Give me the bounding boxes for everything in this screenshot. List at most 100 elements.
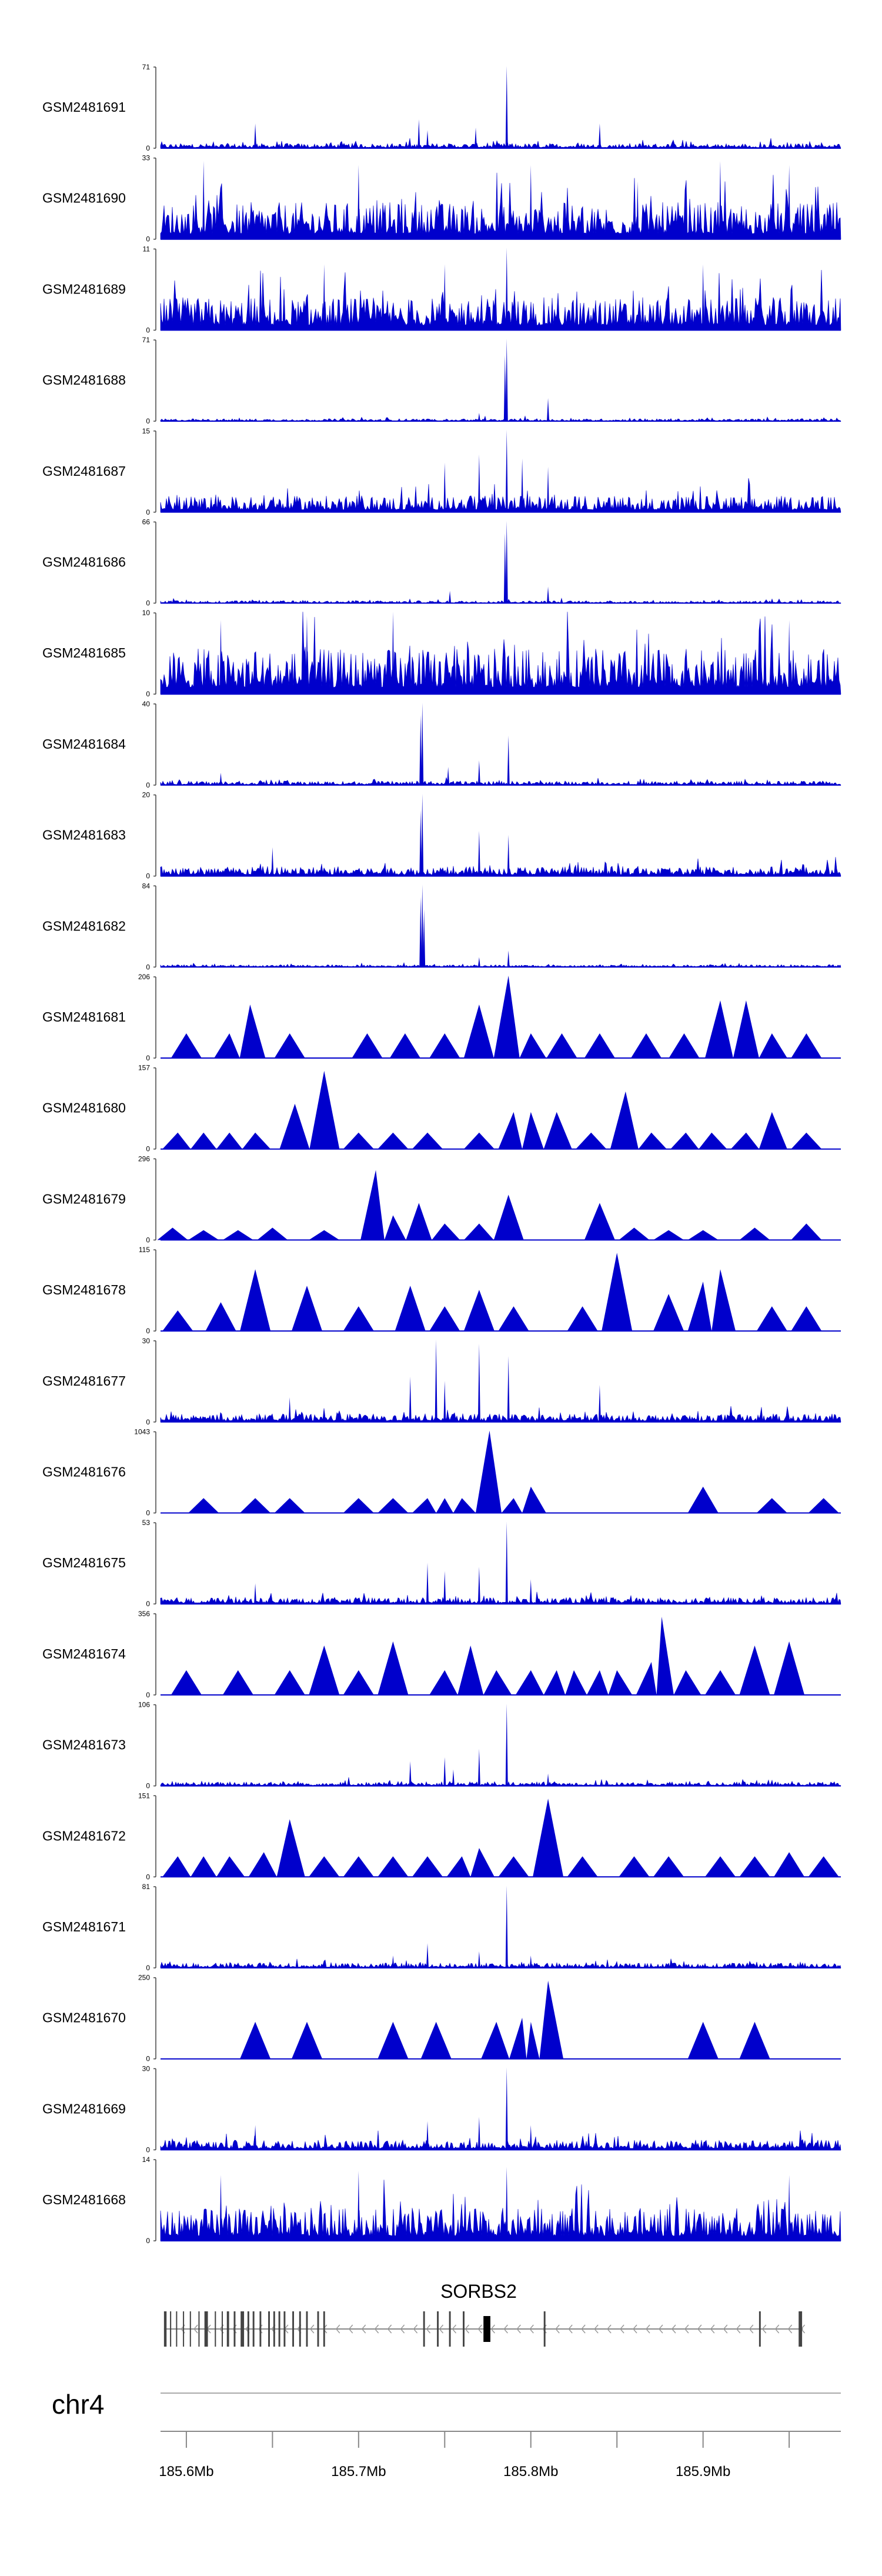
strand-arrow	[671, 2324, 676, 2334]
coverage-track: GSM2481690 33 0	[42, 154, 841, 243]
coverage-peak	[421, 702, 424, 785]
coverage-peak	[547, 586, 550, 603]
y-min-label: 0	[146, 1600, 150, 1608]
coverage-track: GSM2481678 115 0	[42, 1246, 841, 1335]
coverage-area	[160, 478, 841, 513]
track-name-label: GSM2481674	[42, 1646, 126, 1661]
coverage-area	[160, 172, 841, 239]
y-max-label: 84	[142, 882, 151, 890]
coverage-peak	[503, 533, 506, 603]
strand-arrow	[736, 2324, 741, 2334]
strand-arrow	[620, 2324, 624, 2334]
gene-exon	[252, 2311, 255, 2347]
strand-arrow	[465, 2324, 470, 2334]
strand-arrow	[503, 2324, 508, 2334]
coverage-area	[160, 1406, 841, 1423]
coverage-peak	[305, 616, 308, 695]
coverage-peak	[426, 130, 429, 148]
coverage-tracks: GSM2481691710GSM2481690330GSM2481689110G…	[42, 63, 841, 2245]
y-max-label: 1043	[134, 1428, 150, 1436]
coverage-peak	[507, 1356, 510, 1422]
coverage-track: GSM2481683 20 0	[42, 791, 841, 880]
coverage-peak	[477, 957, 480, 967]
coverage-area	[160, 598, 841, 603]
coverage-area	[188, 1430, 839, 1513]
track-name-label: GSM2481686	[42, 555, 126, 570]
coverage-track: GSM2481691 71 0	[42, 63, 841, 152]
track-name-label: GSM2481680	[42, 1100, 126, 1116]
gene-exon	[198, 2311, 200, 2347]
strand-arrow	[594, 2324, 599, 2334]
gene-exon	[323, 2311, 325, 2347]
y-max-label: 115	[139, 1246, 150, 1254]
track-name-label: GSM2481679	[42, 1191, 126, 1206]
coverage-peak	[701, 264, 704, 331]
y-min-label: 0	[146, 690, 150, 698]
y-min-label: 0	[146, 235, 150, 243]
track-name-label: GSM2481678	[42, 1282, 126, 1297]
track-name-label: GSM2481691	[42, 99, 126, 115]
coverage-peak	[529, 2125, 532, 2150]
coverage-peak	[521, 458, 524, 512]
axis-tick-label: 185.8Mb	[503, 2464, 558, 2480]
y-min-label: 0	[146, 417, 150, 425]
strand-arrow	[439, 2324, 444, 2334]
coverage-area	[162, 1798, 839, 1877]
strand-arrow	[774, 2324, 780, 2334]
track-name-label: GSM2481670	[42, 2010, 126, 2026]
strand-arrow	[361, 2324, 366, 2334]
axis-tick-label: 185.6Mb	[159, 2464, 213, 2480]
track-name-label: GSM2481671	[42, 1919, 126, 1934]
strand-arrow	[516, 2324, 521, 2334]
coverage-peak	[409, 1376, 412, 1422]
y-min-label: 0	[146, 1782, 150, 1790]
gene-exon	[268, 2311, 270, 2347]
coverage-peak	[477, 1749, 480, 1786]
coverage-peak	[271, 847, 274, 876]
coverage-area	[160, 857, 841, 876]
strand-arrow	[607, 2324, 612, 2334]
coverage-track: GSM2481688 71 0	[42, 336, 841, 425]
y-max-label: 10	[142, 609, 151, 617]
gene-exon	[221, 2311, 223, 2347]
track-name-label: GSM2481682	[42, 918, 126, 933]
coverage-area	[157, 1170, 822, 1240]
coverage-peak	[547, 398, 550, 422]
coverage-peak	[426, 2121, 429, 2150]
track-name-label: GSM2481668	[42, 2192, 126, 2207]
coverage-peak	[419, 715, 422, 785]
coverage-peak	[254, 2125, 257, 2150]
y-max-label: 53	[142, 1519, 151, 1527]
y-min-label: 0	[146, 963, 150, 971]
coverage-peak	[409, 1761, 412, 1786]
coverage-peak	[505, 1521, 508, 1604]
gene-exon	[183, 2311, 185, 2347]
strand-arrow	[452, 2324, 457, 2334]
coverage-area	[160, 2130, 841, 2150]
y-max-label: 15	[142, 427, 151, 435]
gene-exon	[483, 2316, 490, 2342]
coverage-peak	[443, 1757, 446, 1786]
coverage-peak	[357, 2171, 360, 2241]
gene-exon	[317, 2311, 319, 2347]
coverage-peak	[443, 1380, 446, 1422]
coverage-peak	[505, 2167, 508, 2241]
coverage-peak	[254, 124, 257, 148]
y-max-label: 356	[138, 1610, 150, 1618]
strand-arrow	[413, 2324, 418, 2334]
gene-exon	[226, 2311, 229, 2347]
coverage-peak	[202, 161, 205, 239]
y-min-label: 0	[146, 781, 150, 789]
gene-exon	[278, 2311, 280, 2347]
strand-arrow	[555, 2324, 560, 2334]
y-max-label: 157	[138, 1064, 150, 1072]
coverage-track: GSM2481674 356 0	[42, 1610, 841, 1699]
gene-exon	[240, 2311, 245, 2347]
gene-exon	[543, 2311, 546, 2347]
y-min-label: 0	[146, 2145, 150, 2154]
coverage-peak	[505, 520, 508, 603]
strand-arrow	[581, 2324, 586, 2334]
track-name-label: GSM2481684	[42, 736, 126, 752]
track-name-label: GSM2481687	[42, 463, 126, 479]
